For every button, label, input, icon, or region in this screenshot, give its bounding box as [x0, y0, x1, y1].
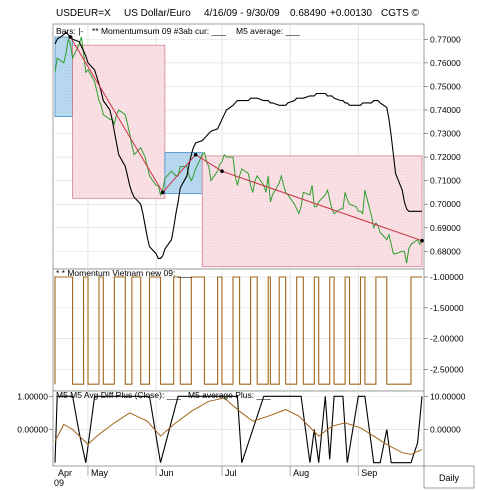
month-label: Aug [293, 468, 309, 478]
legend-momentum: ** Momentumsum 09 #3ab cur: ___ [92, 26, 226, 36]
diff-right-tick-label: 0.00000 [430, 425, 461, 435]
month-label: May [91, 468, 109, 478]
oscillator-tick-label: -1.50000 [430, 303, 464, 313]
diff-panel [52, 390, 425, 467]
trend-point [220, 169, 224, 174]
legend-average-plus: M5 average Plus: ___ [188, 390, 271, 400]
oscillator-tick-label: -2.50000 [430, 364, 464, 374]
month-label: Apr [58, 468, 72, 478]
oscillator-tick-label: -2.00000 [430, 334, 464, 344]
price-change: +0.00130 [330, 8, 372, 19]
month-label: Jun [159, 468, 174, 478]
legend-m5-average: M5 average: ___ [236, 26, 300, 36]
legend-bars: Bars: |- [56, 26, 83, 36]
month-label: Jul [225, 468, 237, 478]
month-axis: Apr May Jun Jul Aug Sep [58, 466, 377, 478]
month-label: Sep [361, 468, 377, 478]
price-tick-label: 0.76000 [430, 58, 461, 68]
price-series-group [54, 31, 424, 264]
zone-texture [55, 37, 72, 117]
trend-point [193, 152, 198, 157]
price-tick-label: 0.72000 [430, 152, 461, 162]
price-tick-label: 0.70000 [430, 199, 461, 209]
brand-label: CGTS © [381, 8, 420, 19]
diff-left-tick-label: 0.00000 [17, 425, 48, 435]
diff-left-tick-label: 1.00000 [17, 391, 48, 401]
legend-momentum-vietnam: * * Momentum Vietnam new 09: ___ [56, 268, 192, 278]
tick-labels: 0.77000 0.76000 0.75000 0.74000 0.73000 0.720… [17, 34, 465, 434]
average-plus-line [54, 397, 423, 455]
momentum-line [54, 31, 422, 259]
pink-zone [201, 155, 423, 268]
trend-point [420, 238, 424, 243]
price-line [54, 36, 423, 264]
trend-point [68, 35, 73, 39]
last-price: 0.68490 [290, 8, 327, 19]
oscillator-series-group [54, 276, 422, 385]
year-label: 09 [54, 478, 64, 488]
symbol-label: USDEUR=X [56, 8, 111, 19]
instrument-name: US Dollar/Euro [124, 8, 191, 19]
price-tick-label: 0.74000 [430, 105, 461, 115]
oscillator-line [54, 276, 422, 385]
blue-zone [54, 36, 73, 117]
period-box [423, 465, 475, 489]
price-tick-label: 0.68000 [430, 246, 461, 256]
diff-line [54, 395, 423, 464]
date-range: 4/16/09 - 9/30/09 [204, 8, 280, 19]
oscillator-panel [52, 268, 425, 392]
pink-zone [72, 44, 166, 199]
period-label: Daily [439, 473, 460, 483]
price-tick-label: 0.71000 [430, 176, 461, 186]
price-tick-label: 0.77000 [430, 34, 461, 44]
oscillator-tick-label: -1.00000 [430, 272, 464, 282]
price-tick-label: 0.75000 [430, 81, 461, 91]
diff-right-tick-label: 10.00000 [430, 391, 466, 401]
price-tick-label: 0.73000 [430, 129, 461, 139]
diff-series-group [54, 395, 423, 464]
price-tick-label: 0.69000 [430, 223, 461, 233]
trend-point [160, 190, 165, 195]
legend-diff-plus: M5 M5 Avg Diff Plus (Close): ___ [56, 390, 181, 400]
